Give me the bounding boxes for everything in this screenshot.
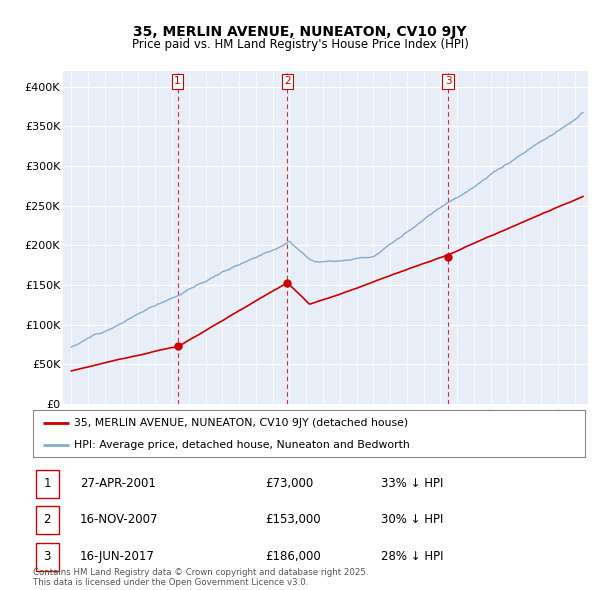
Text: 16-NOV-2007: 16-NOV-2007 <box>80 513 158 526</box>
Text: 3: 3 <box>445 76 451 86</box>
Text: 2: 2 <box>284 76 291 86</box>
Text: 35, MERLIN AVENUE, NUNEATON, CV10 9JY (detached house): 35, MERLIN AVENUE, NUNEATON, CV10 9JY (d… <box>74 418 409 428</box>
Text: 1: 1 <box>174 76 181 86</box>
Text: 33% ↓ HPI: 33% ↓ HPI <box>381 477 443 490</box>
Text: Contains HM Land Registry data © Crown copyright and database right 2025.
This d: Contains HM Land Registry data © Crown c… <box>33 568 368 587</box>
Text: 3: 3 <box>44 550 51 563</box>
Text: £153,000: £153,000 <box>265 513 320 526</box>
Text: £186,000: £186,000 <box>265 550 320 563</box>
Text: HPI: Average price, detached house, Nuneaton and Bedworth: HPI: Average price, detached house, Nune… <box>74 440 410 450</box>
Text: £73,000: £73,000 <box>265 477 313 490</box>
Text: 27-APR-2001: 27-APR-2001 <box>80 477 156 490</box>
Text: Price paid vs. HM Land Registry's House Price Index (HPI): Price paid vs. HM Land Registry's House … <box>131 38 469 51</box>
FancyBboxPatch shape <box>36 470 59 497</box>
Text: 1: 1 <box>44 477 51 490</box>
Text: 2: 2 <box>44 513 51 526</box>
Text: 16-JUN-2017: 16-JUN-2017 <box>80 550 155 563</box>
FancyBboxPatch shape <box>36 506 59 534</box>
FancyBboxPatch shape <box>36 543 59 571</box>
Text: 28% ↓ HPI: 28% ↓ HPI <box>381 550 443 563</box>
Text: 35, MERLIN AVENUE, NUNEATON, CV10 9JY: 35, MERLIN AVENUE, NUNEATON, CV10 9JY <box>133 25 467 39</box>
Text: 30% ↓ HPI: 30% ↓ HPI <box>381 513 443 526</box>
